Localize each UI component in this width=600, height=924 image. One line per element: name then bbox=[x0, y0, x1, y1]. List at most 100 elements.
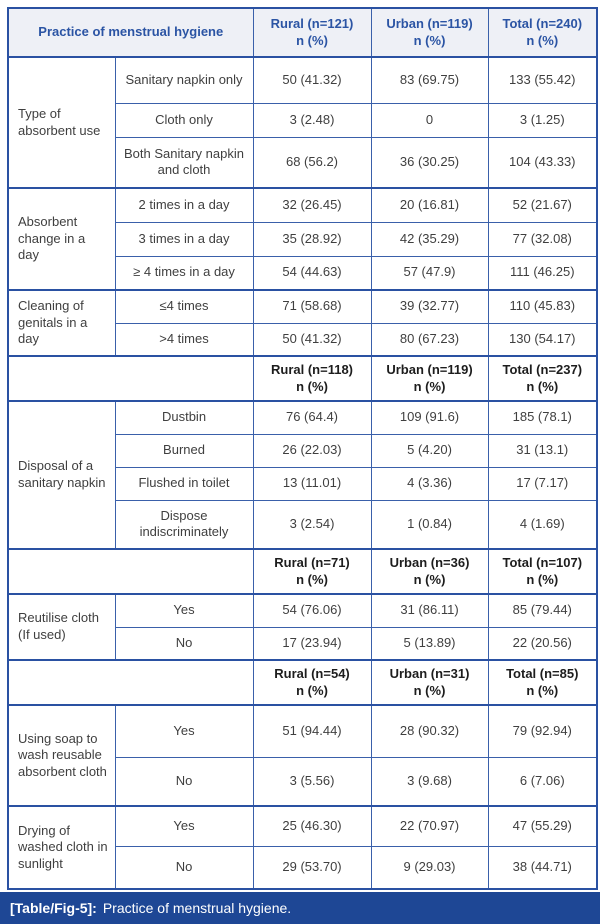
col-header-unit: n (%) bbox=[296, 682, 328, 698]
value-cell: 68 (56.2) bbox=[252, 136, 372, 189]
row-label-cell: Yes bbox=[114, 593, 254, 628]
col-header-urban: Urban (n=31) n (%) bbox=[370, 659, 489, 706]
value-cell: 130 (54.17) bbox=[487, 322, 598, 357]
blank-cell bbox=[7, 659, 254, 706]
value-cell: 1 (0.84) bbox=[370, 499, 489, 550]
col-header-total: Total (n=237) n (%) bbox=[487, 355, 598, 402]
col-header-rural: Rural (n=118) n (%) bbox=[252, 355, 372, 402]
row-label-cell: Yes bbox=[114, 704, 254, 758]
value-cell: 3 (1.25) bbox=[487, 102, 598, 138]
col-header-label: Rural (n=118) bbox=[271, 361, 354, 377]
value-cell: 42 (35.29) bbox=[370, 221, 489, 257]
row-label-cell: Yes bbox=[114, 805, 254, 847]
value-cell: 110 (45.83) bbox=[487, 289, 598, 324]
col-header-unit: n (%) bbox=[413, 682, 446, 698]
row-label-cell: Cloth only bbox=[114, 102, 254, 138]
value-cell: 32 (26.45) bbox=[252, 187, 372, 223]
value-cell: 9 (29.03) bbox=[370, 845, 489, 890]
row-label-cell: Both Sanitary napkin and cloth bbox=[114, 136, 254, 189]
blank-cell bbox=[7, 548, 254, 595]
value-cell: 28 (90.32) bbox=[370, 704, 489, 758]
col-header-label: Urban (n=36) bbox=[389, 554, 470, 570]
blank-cell bbox=[7, 355, 254, 402]
value-cell: 25 (46.30) bbox=[252, 805, 372, 847]
value-cell: 6 (7.06) bbox=[487, 756, 598, 807]
col-header-urban: Urban (n=36) n (%) bbox=[370, 548, 489, 595]
col-header-unit: n (%) bbox=[526, 682, 559, 698]
value-cell: 133 (55.42) bbox=[487, 56, 598, 104]
value-cell: 38 (44.71) bbox=[487, 845, 598, 890]
row-label-cell: ≤4 times bbox=[114, 289, 254, 324]
col-header-urban: Urban (n=119) n (%) bbox=[370, 355, 489, 402]
value-cell: 5 (4.20) bbox=[370, 433, 489, 468]
value-cell: 77 (32.08) bbox=[487, 221, 598, 257]
value-cell: 54 (44.63) bbox=[252, 255, 372, 291]
value-cell: 13 (11.01) bbox=[252, 466, 372, 501]
value-cell: 3 (9.68) bbox=[370, 756, 489, 807]
col-header-label: Rural (n=121) bbox=[270, 15, 354, 31]
value-cell: 3 (5.56) bbox=[252, 756, 372, 807]
value-cell: 36 (30.25) bbox=[370, 136, 489, 189]
value-cell: 0 bbox=[370, 102, 489, 138]
value-cell: 185 (78.1) bbox=[487, 400, 598, 435]
value-cell: 52 (21.67) bbox=[487, 187, 598, 223]
value-cell: 76 (64.4) bbox=[252, 400, 372, 435]
row-label-cell: 3 times in a day bbox=[114, 221, 254, 257]
col-header-unit: n (%) bbox=[296, 571, 328, 587]
col-header-label: Total (n=85) bbox=[506, 665, 579, 681]
col-header-unit: n (%) bbox=[413, 32, 446, 48]
row-label-cell: No bbox=[114, 845, 254, 890]
value-cell: 111 (46.25) bbox=[487, 255, 598, 291]
col-header-label: Total (n=107) bbox=[502, 554, 583, 570]
table-title: Practice of menstrual hygiene bbox=[7, 7, 254, 58]
col-header-unit: n (%) bbox=[526, 571, 559, 587]
col-header-label: Urban (n=119) bbox=[386, 15, 473, 31]
value-cell: 26 (22.03) bbox=[252, 433, 372, 468]
value-cell: 3 (2.48) bbox=[252, 102, 372, 138]
value-cell: 54 (76.06) bbox=[252, 593, 372, 628]
category-cell: Cleaning of genitals in a day bbox=[7, 289, 116, 357]
caption-tag: [Table/Fig-5]: bbox=[10, 900, 97, 916]
col-header-label: Urban (n=119) bbox=[386, 361, 473, 377]
value-cell: 29 (53.70) bbox=[252, 845, 372, 890]
value-cell: 83 (69.75) bbox=[370, 56, 489, 104]
value-cell: 80 (67.23) bbox=[370, 322, 489, 357]
value-cell: 35 (28.92) bbox=[252, 221, 372, 257]
row-label-cell: Flushed in toilet bbox=[114, 466, 254, 501]
row-label-cell: 2 times in a day bbox=[114, 187, 254, 223]
value-cell: 47 (55.29) bbox=[487, 805, 598, 847]
col-header-rural: Rural (n=54) n (%) bbox=[252, 659, 372, 706]
col-header-total: Total (n=107) n (%) bbox=[487, 548, 598, 595]
value-cell: 39 (32.77) bbox=[370, 289, 489, 324]
col-header-label: Total (n=237) bbox=[502, 361, 583, 377]
col-header-total: Total (n=240) n (%) bbox=[487, 7, 598, 58]
caption-text: Practice of menstrual hygiene. bbox=[102, 900, 292, 916]
category-cell: Disposal of a sanitary napkin bbox=[7, 400, 116, 550]
row-label-cell: No bbox=[114, 626, 254, 661]
col-header-unit: n (%) bbox=[526, 378, 559, 394]
category-cell: Type of absorbent use bbox=[7, 56, 116, 189]
category-cell: Using soap to wash reusable absorbent cl… bbox=[7, 704, 116, 807]
row-label-cell: Burned bbox=[114, 433, 254, 468]
row-label-cell: ≥ 4 times in a day bbox=[114, 255, 254, 291]
col-header-label: Rural (n=71) bbox=[274, 554, 350, 570]
value-cell: 104 (43.33) bbox=[487, 136, 598, 189]
value-cell: 3 (2.54) bbox=[252, 499, 372, 550]
value-cell: 5 (13.89) bbox=[370, 626, 489, 661]
value-cell: 85 (79.44) bbox=[487, 593, 598, 628]
row-label-cell: Dispose indiscriminately bbox=[114, 499, 254, 550]
category-cell: Reutilise cloth (If used) bbox=[7, 593, 116, 661]
col-header-label: Total (n=240) bbox=[502, 15, 583, 31]
value-cell: 79 (92.94) bbox=[487, 704, 598, 758]
col-header-urban: Urban (n=119) n (%) bbox=[370, 7, 489, 58]
value-cell: 4 (3.36) bbox=[370, 466, 489, 501]
value-cell: 17 (7.17) bbox=[487, 466, 598, 501]
value-cell: 50 (41.32) bbox=[252, 56, 372, 104]
value-cell: 31 (13.1) bbox=[487, 433, 598, 468]
value-cell: 22 (70.97) bbox=[370, 805, 489, 847]
value-cell: 57 (47.9) bbox=[370, 255, 489, 291]
col-header-rural: Rural (n=121) n (%) bbox=[252, 7, 372, 58]
category-cell: Absorbent change in a day bbox=[7, 187, 116, 291]
value-cell: 50 (41.32) bbox=[252, 322, 372, 357]
